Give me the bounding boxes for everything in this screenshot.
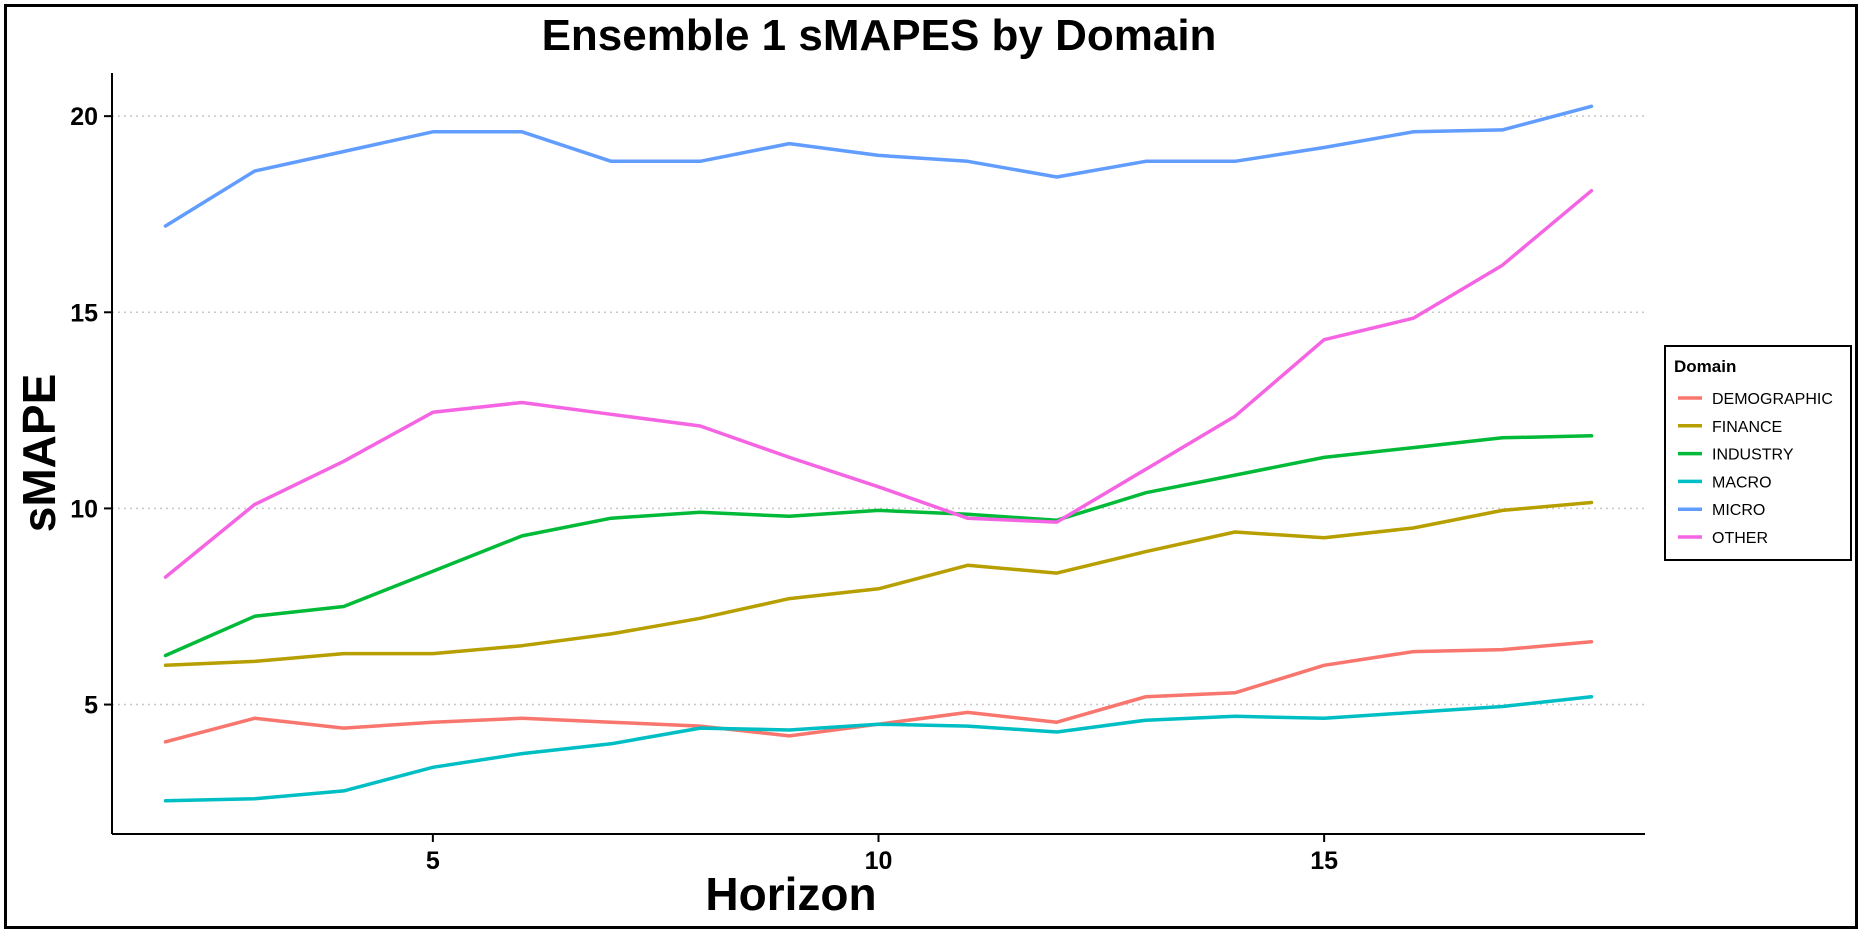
- y-tick-label-15: 15: [70, 299, 98, 327]
- y-tick-label-20: 20: [70, 103, 98, 131]
- legend-label-industry: INDUSTRY: [1712, 447, 1794, 464]
- chart-title: Ensemble 1 sMAPES by Domain: [542, 11, 1217, 60]
- legend-label-demographic: DEMOGRAPHIC: [1712, 391, 1833, 408]
- y-axis-title: sMAPE: [13, 374, 65, 532]
- series-line-macro: [163, 694, 1594, 803]
- legend-items: DEMOGRAPHIC FINANCE INDUSTRY MACRO MICRO OTHE…: [1678, 391, 1833, 547]
- series-line-micro: [163, 104, 1594, 228]
- x-tick-label-15: 15: [1310, 847, 1338, 875]
- legend-label-macro: MACRO: [1712, 474, 1772, 491]
- legend-label-other: OTHER: [1712, 530, 1768, 547]
- series-line-other: [163, 188, 1594, 579]
- legend: Domain DEMOGRAPHIC FINANCE INDUSTRY MACRO MI…: [1664, 345, 1852, 561]
- legend-title: Domain: [1674, 357, 1736, 376]
- x-axis-title: Horizon: [705, 868, 876, 920]
- y-tick-label-10: 10: [70, 495, 98, 523]
- x-tick-label-10: 10: [865, 847, 893, 875]
- y-tick-label-5: 5: [84, 692, 98, 720]
- gridlines: [112, 115, 1645, 706]
- series-layer: [163, 104, 1594, 803]
- x-tick-label-5: 5: [426, 847, 440, 875]
- series-line-demographic: [163, 640, 1594, 744]
- y-ticks: 5 10 15 20: [70, 103, 112, 720]
- series-line-finance: [163, 500, 1594, 668]
- x-ticks: 5 10 15: [426, 834, 1338, 875]
- legend-label-micro: MICRO: [1712, 502, 1765, 519]
- series-line-industry: [163, 434, 1594, 658]
- legend-label-finance: FINANCE: [1712, 419, 1782, 436]
